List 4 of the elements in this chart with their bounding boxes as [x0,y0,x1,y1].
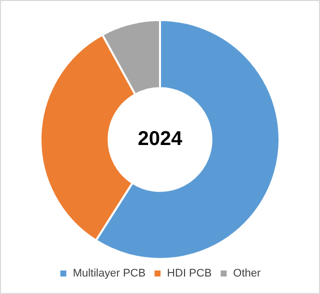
legend-label: Other [233,268,262,280]
legend-label: Multilayer PCB [72,268,146,280]
text: 2024 [138,128,184,150]
legend-label: HDI PCB [167,268,212,280]
